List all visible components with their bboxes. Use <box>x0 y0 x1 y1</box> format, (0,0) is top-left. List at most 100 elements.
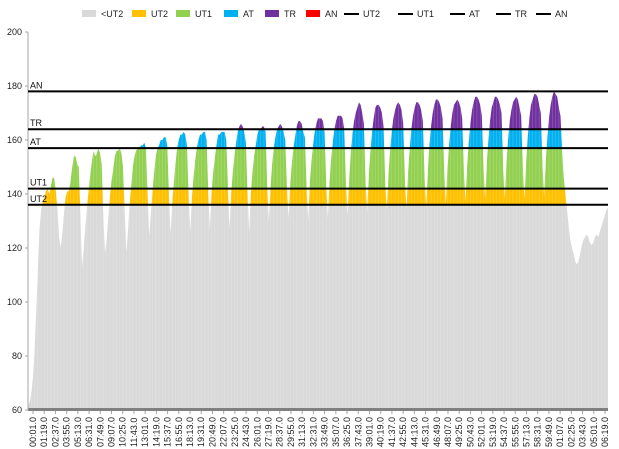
legend-label: UT2 <box>151 9 168 19</box>
x-tick-label: 23:25.0 <box>230 417 240 447</box>
legend-swatch <box>176 10 190 17</box>
threshold-label-an: AN <box>30 80 43 90</box>
legend-item: UT2 <box>344 9 380 19</box>
legend-label: AT <box>243 9 254 19</box>
x-tick-label: 31:13.0 <box>297 417 307 447</box>
x-tick-label: 15:37.0 <box>163 417 173 447</box>
x-tick-label: 09:07.0 <box>107 417 117 447</box>
zone-area-2 <box>42 188 567 205</box>
legend-label: UT1 <box>417 9 434 19</box>
y-tick-label: 180 <box>7 81 22 91</box>
x-tick-label: 05:13.0 <box>73 417 83 447</box>
legend-label: UT1 <box>195 9 212 19</box>
column-separators <box>27 94 609 410</box>
legend: <UT2 UT2 UT1 AT TR AN UT2 UT1 AT TR AN <box>82 9 568 19</box>
legend-item: <UT2 <box>82 9 123 19</box>
legend-label: <UT2 <box>101 9 123 19</box>
y-tick-label: 60 <box>12 405 22 415</box>
legend-swatch <box>132 10 146 17</box>
x-tick-label: 00:01.0 <box>28 417 38 447</box>
x-tick-label: 49:25.0 <box>454 417 464 447</box>
x-tick-label: 54:37.0 <box>499 417 509 447</box>
x-tick-label: 06:31.0 <box>84 417 94 447</box>
x-tick-label: 55:55.0 <box>510 417 520 447</box>
x-tick-label: 03:43.0 <box>578 417 588 447</box>
legend-swatch <box>265 10 279 17</box>
x-tick-label: 59:49.0 <box>544 417 554 447</box>
threshold-label-ut1: UT1 <box>30 178 47 188</box>
threshold-label-tr: TR <box>30 118 42 128</box>
x-tick-label: 16:55.0 <box>174 417 184 447</box>
x-tick-label: 45:31.0 <box>421 417 431 447</box>
legend-item: AT <box>224 9 254 19</box>
x-tick-label: 52:01.0 <box>477 417 487 447</box>
legend-swatch <box>224 10 238 17</box>
legend-item: UT1 <box>398 9 434 19</box>
x-tick-label: 50:43.0 <box>465 417 475 447</box>
x-tick-label: 44:13.0 <box>409 417 419 447</box>
x-tick-label: 36:25.0 <box>342 417 352 447</box>
x-axis-ticks: 00:01.0 01:19.0 02:37.0 03:55.0 05:13.0 06:31… <box>28 411 610 447</box>
x-tick-label: 41:37.0 <box>387 417 397 447</box>
legend-item: UT1 <box>176 9 212 19</box>
legend-label: AT <box>469 9 480 19</box>
x-tick-label: 53:19.0 <box>488 417 498 447</box>
x-tick-label: 24:43.0 <box>241 417 251 447</box>
zone-area-5 <box>238 91 562 130</box>
x-tick-label: 19:31.0 <box>196 417 206 447</box>
x-tick-label: 46:49.0 <box>432 417 442 447</box>
x-tick-label: 10:25.0 <box>118 417 128 447</box>
legend-label: TR <box>515 9 527 19</box>
threshold-lines: UT2 UT1 AT TR AN <box>28 80 608 206</box>
x-tick-label: 57:13.0 <box>521 417 531 447</box>
x-tick-label: 42:55.0 <box>398 417 408 447</box>
legend-item: TR <box>265 9 296 19</box>
y-tick-label: 140 <box>7 189 22 199</box>
threshold-label-at: AT <box>30 137 41 147</box>
x-tick-label: 05:01.0 <box>589 417 599 447</box>
legend-label: TR <box>284 9 296 19</box>
y-tick-label: 80 <box>12 351 22 361</box>
legend-swatch <box>82 10 96 17</box>
y-tick-label: 120 <box>7 243 22 253</box>
y-axis-ticks: 60 80 100 120 140 160 180 200 <box>7 27 28 415</box>
legend-item: TR <box>496 9 527 19</box>
legend-label: AN <box>325 9 338 19</box>
legend-item: AT <box>450 9 480 19</box>
zone-area-4 <box>139 129 562 149</box>
x-tick-label: 01:07.0 <box>555 417 565 447</box>
zone-area-1 <box>28 204 608 410</box>
legend-item: AN <box>536 9 568 19</box>
x-axis-band <box>28 408 608 411</box>
x-tick-label: 29:55.0 <box>286 417 296 447</box>
legend-swatch <box>306 10 320 17</box>
x-tick-label: 02:37.0 <box>50 417 60 447</box>
x-tick-label: 07:49.0 <box>95 417 105 447</box>
x-tick-label: 03:55.0 <box>62 417 72 447</box>
x-tick-label: 27:19.0 <box>264 417 274 447</box>
x-tick-label: 48:07.0 <box>443 417 453 447</box>
x-tick-label: 13:01.0 <box>140 417 150 447</box>
x-tick-label: 26:01.0 <box>252 417 262 447</box>
x-tick-label: 32:31.0 <box>308 417 318 447</box>
x-tick-label: 02:25.0 <box>566 417 576 447</box>
x-tick-label: 40:19.0 <box>376 417 386 447</box>
y-tick-label: 160 <box>7 135 22 145</box>
x-tick-label: 28:37.0 <box>275 417 285 447</box>
legend-label: UT2 <box>363 9 380 19</box>
zone-area-3 <box>47 148 565 189</box>
x-tick-label: 11:43.0 <box>129 418 139 447</box>
x-tick-label: 58:31.0 <box>533 417 543 447</box>
x-tick-label: 01:19.0 <box>39 417 49 447</box>
x-tick-label: 06:19.0 <box>600 417 610 447</box>
x-tick-label: 33:49.0 <box>320 417 330 447</box>
threshold-label-ut2: UT2 <box>30 194 47 204</box>
x-tick-label: 18:13.0 <box>185 417 195 447</box>
legend-item: AN <box>306 9 338 19</box>
x-tick-label: 14:19.0 <box>151 417 161 447</box>
x-tick-label: 20:49.0 <box>207 417 217 447</box>
x-tick-label: 37:43.0 <box>353 417 363 447</box>
x-tick-label: 39:01.0 <box>364 417 374 447</box>
plot-zones <box>27 91 609 410</box>
